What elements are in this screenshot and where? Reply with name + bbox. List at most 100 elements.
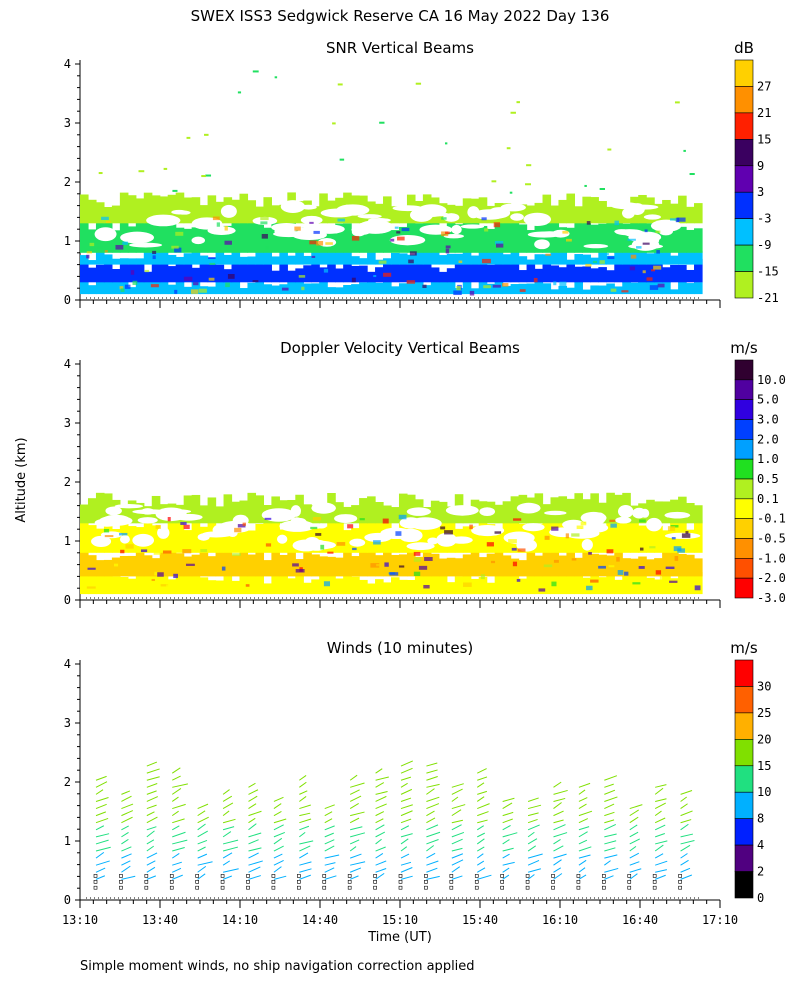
heatmap-cell xyxy=(151,216,161,253)
heatmap-speckle xyxy=(456,286,461,291)
y-tick-label: 2 xyxy=(64,475,71,489)
wind-barb xyxy=(680,853,688,859)
heatmap-speckle xyxy=(193,282,199,286)
heatmap-cell xyxy=(662,547,671,577)
heatmap-cell xyxy=(199,577,209,595)
heatmap-cell xyxy=(111,279,121,295)
calm-marker xyxy=(220,874,225,878)
panel3-title: Winds (10 minutes) xyxy=(327,639,474,657)
calm-marker xyxy=(602,874,606,878)
wind-barb xyxy=(680,796,688,802)
wind-barb xyxy=(553,810,564,817)
heatmap-cell xyxy=(375,203,384,224)
heatmap-cell xyxy=(478,279,488,295)
heatmap-cell xyxy=(694,505,703,524)
calm-marker xyxy=(627,879,632,884)
heatmap-cell xyxy=(191,197,201,224)
heatmap-cell xyxy=(574,575,583,595)
heatmap-cell xyxy=(582,549,591,577)
heatmap-cell xyxy=(391,530,400,553)
heatmap-speckle xyxy=(336,542,346,546)
wind-barb xyxy=(349,774,358,781)
heatmap-cell xyxy=(590,493,599,524)
heatmap-cell xyxy=(207,195,217,224)
heatmap-cell xyxy=(263,284,272,295)
heatmap-cell xyxy=(255,263,265,283)
heatmap-cell xyxy=(183,556,193,577)
wind-barb xyxy=(502,802,513,809)
wind-barb xyxy=(451,804,466,810)
heatmap-speckle xyxy=(152,255,156,260)
heatmap-cell xyxy=(646,259,655,283)
heatmap-speckle xyxy=(571,558,577,561)
wind-barb xyxy=(527,868,541,873)
no-data-patch xyxy=(357,214,382,219)
heatmap-cell xyxy=(223,269,233,283)
heatmap-cell xyxy=(654,260,663,283)
heatmap-cell xyxy=(662,279,671,295)
no-data-patch xyxy=(614,229,629,234)
heatmap-cell xyxy=(327,556,336,577)
heatmap-cell xyxy=(159,278,169,295)
heatmap-speckle xyxy=(553,281,557,286)
heatmap-cell xyxy=(670,255,679,265)
heatmap-speckle xyxy=(614,220,619,226)
wind-barb xyxy=(604,867,619,873)
heatmap-cell xyxy=(398,260,408,283)
heatmap-speckle xyxy=(513,518,522,521)
wind-barb xyxy=(146,776,160,781)
wind-barb xyxy=(477,867,486,873)
wind-barb xyxy=(299,790,308,795)
wind-barb xyxy=(578,782,591,788)
panel3-units: m/s xyxy=(730,639,758,657)
heatmap-cell xyxy=(383,505,392,524)
heatmap-cell xyxy=(231,245,241,265)
heatmap-cell xyxy=(614,220,623,253)
no-data-patch xyxy=(300,215,323,225)
heatmap-cell xyxy=(478,576,488,595)
wind-barb xyxy=(426,831,441,838)
heatmap-cell xyxy=(215,580,225,595)
x-tick-label: 16:40 xyxy=(622,913,658,927)
calm-marker xyxy=(373,874,377,878)
heatmap-cell xyxy=(590,224,599,253)
heatmap-cell xyxy=(175,572,185,595)
heatmap-cell xyxy=(446,253,456,265)
calm-marker xyxy=(373,879,377,884)
heatmap-cell xyxy=(279,554,288,577)
heatmap-speckle xyxy=(469,290,475,296)
wind-barb xyxy=(476,825,484,831)
no-data-patch xyxy=(367,221,380,232)
wind-barb xyxy=(121,790,131,795)
sparse-echo xyxy=(584,184,587,187)
heatmap-cell xyxy=(351,556,360,577)
wind-barb xyxy=(248,803,257,809)
wind-barb xyxy=(654,824,666,831)
heatmap-speckle xyxy=(373,540,381,545)
heatmap-cell xyxy=(255,206,265,224)
heatmap-cell xyxy=(430,267,440,283)
heatmap-cell xyxy=(271,574,280,595)
wind-barb xyxy=(95,839,109,845)
heatmap-cell xyxy=(111,205,121,224)
heatmap-cell xyxy=(87,199,97,224)
heatmap-cell xyxy=(383,546,392,577)
heatmap-speckle xyxy=(656,250,660,254)
heatmap-cell xyxy=(462,280,472,295)
calm-marker xyxy=(627,885,632,890)
heatmap-cell xyxy=(638,264,647,283)
no-data-patch xyxy=(311,502,336,514)
colorbar-swatch xyxy=(734,458,754,480)
wind-barb xyxy=(172,861,182,866)
no-data-patch xyxy=(197,533,210,541)
no-data-patch xyxy=(137,517,158,524)
heatmap-cell xyxy=(311,505,320,524)
panel2-title: Doppler Velocity Vertical Beams xyxy=(280,339,520,357)
heatmap-cell xyxy=(438,572,448,595)
heatmap-cell xyxy=(175,517,185,553)
sparse-echo xyxy=(516,101,520,104)
y-tick-label: 4 xyxy=(64,57,71,71)
wind-barb xyxy=(629,831,639,838)
wind-barb xyxy=(400,833,413,838)
